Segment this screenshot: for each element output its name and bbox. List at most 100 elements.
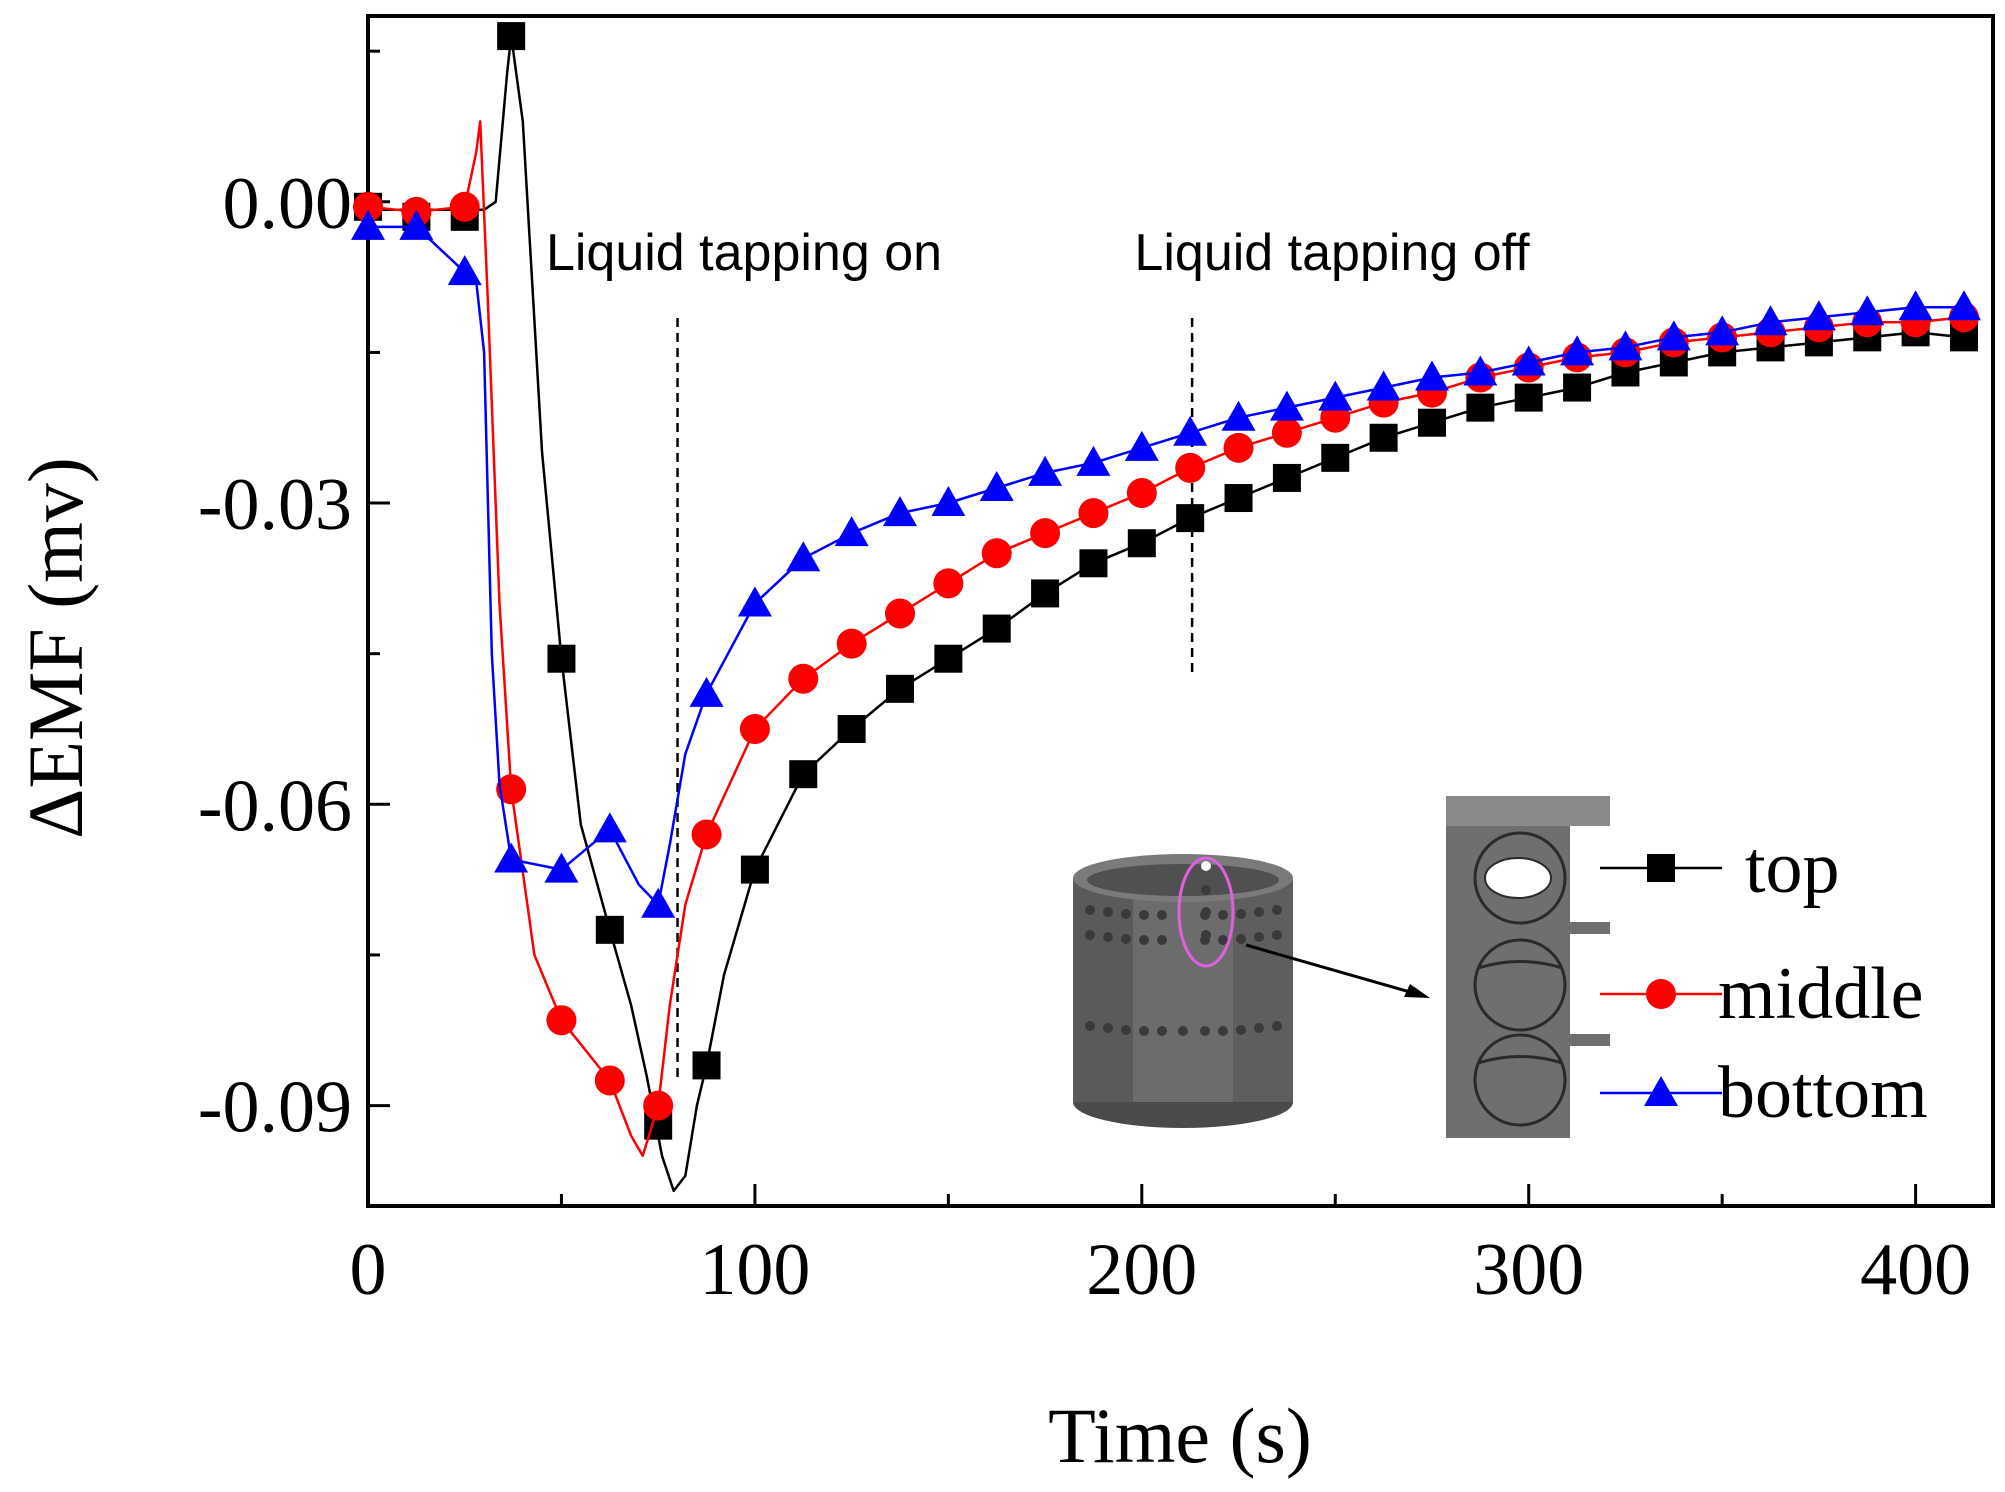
data-point-middle xyxy=(1175,452,1206,483)
data-point-top xyxy=(1466,393,1495,422)
data-point-middle xyxy=(836,628,867,659)
data-point-bottom xyxy=(1414,360,1449,391)
data-point-top xyxy=(740,855,769,884)
data-point-bottom xyxy=(786,541,821,572)
y-axis-label: ΔEMF (mv) xyxy=(12,457,99,839)
legend-marker-middle xyxy=(1646,979,1676,1009)
data-point-bottom xyxy=(641,887,676,918)
data-point-top xyxy=(1224,484,1253,513)
data-point-bottom xyxy=(1946,290,1981,321)
data-point-top xyxy=(1514,383,1543,412)
data-point-bottom xyxy=(882,496,917,527)
data-point-bottom xyxy=(1656,320,1691,351)
data-point-top xyxy=(1031,579,1060,608)
x-tick-label: 300 xyxy=(1473,1229,1584,1311)
data-point-middle xyxy=(1126,478,1157,509)
data-point-bottom xyxy=(1366,370,1401,401)
data-point-bottom xyxy=(1608,330,1643,361)
data-point-middle xyxy=(981,538,1012,569)
annotations: Liquid tapping on Liquid tapping off xyxy=(546,224,1530,1080)
data-point-middle xyxy=(884,598,915,629)
data-point-bottom xyxy=(1076,445,1111,476)
data-point-top xyxy=(1079,549,1108,578)
data-point-bottom xyxy=(737,586,772,617)
data-point-bottom xyxy=(834,516,869,547)
data-point-top xyxy=(885,674,914,703)
legend-label-top: top xyxy=(1745,827,1840,909)
data-point-middle xyxy=(1030,518,1061,549)
data-point-bottom xyxy=(544,852,579,883)
x-tick-label: 200 xyxy=(1086,1229,1197,1311)
x-tick-label: 0 xyxy=(350,1229,387,1311)
data-point-top xyxy=(1127,529,1156,558)
data-point-middle xyxy=(546,1005,577,1036)
y-tick-label: -0.09 xyxy=(198,1067,352,1149)
data-point-top xyxy=(595,915,624,944)
data-point-middle xyxy=(643,1090,674,1121)
x-tick-label: 400 xyxy=(1860,1229,1971,1311)
x-tick-label: 100 xyxy=(699,1229,810,1311)
data-point-top xyxy=(1563,373,1592,402)
perforated-cylinder-icon xyxy=(1073,854,1430,1128)
legend-marker-top xyxy=(1647,854,1675,882)
data-point-bottom xyxy=(931,486,966,517)
data-point-top xyxy=(1272,463,1301,492)
data-point-bottom xyxy=(351,209,385,240)
data-point-bottom xyxy=(689,676,724,707)
data-point-middle xyxy=(933,568,964,599)
data-point-top xyxy=(837,714,866,743)
x-axis-label: Time (s) xyxy=(1048,1392,1312,1479)
data-point-top xyxy=(934,644,963,673)
y-tick-label: -0.03 xyxy=(198,464,352,546)
legend-item-middle: middle xyxy=(1600,953,1924,1035)
data-point-bottom xyxy=(494,842,529,873)
data-point-top xyxy=(547,644,576,673)
data-point-bottom xyxy=(979,470,1014,501)
data-point-top xyxy=(1369,423,1398,452)
data-point-bottom xyxy=(447,255,482,286)
data-point-top xyxy=(1176,504,1205,533)
legend-label-middle: middle xyxy=(1718,953,1924,1035)
data-point-bottom xyxy=(1028,455,1063,486)
data-point-bottom xyxy=(1124,430,1159,461)
data-point-top xyxy=(497,22,526,51)
data-point-bottom xyxy=(1898,290,1933,321)
axis-tick-labels: 0 100 200 300 400 0.00 -0.03 -0.06 -0.09 xyxy=(198,163,1971,1311)
axis-ticks xyxy=(366,49,1918,1206)
plot-frame xyxy=(366,14,1995,1208)
data-point-top xyxy=(982,614,1011,643)
data-point-bottom xyxy=(1463,355,1498,386)
series-bottom xyxy=(351,209,1981,918)
data-point-middle xyxy=(739,713,770,744)
data-point-middle xyxy=(594,1065,625,1096)
data-point-middle xyxy=(1271,417,1302,448)
legend-marker-bottom xyxy=(1644,1076,1678,1106)
data-point-bottom xyxy=(1318,380,1353,411)
data-point-bottom xyxy=(592,812,627,843)
data-point-middle xyxy=(1078,498,1109,529)
annotation-label-off: Liquid tapping off xyxy=(1134,224,1530,282)
data-point-middle xyxy=(788,663,819,694)
legend: top middle bottom xyxy=(1600,827,1928,1134)
data-point-bottom xyxy=(1753,305,1788,336)
data-point-bottom xyxy=(1801,300,1836,331)
data-point-middle xyxy=(353,191,383,222)
data-point-middle xyxy=(691,819,722,850)
legend-label-bottom: bottom xyxy=(1718,1052,1928,1134)
legend-item-bottom: bottom xyxy=(1600,1052,1928,1134)
data-point-top xyxy=(692,1051,721,1080)
y-tick-label: -0.06 xyxy=(198,765,352,847)
annotation-label-on: Liquid tapping on xyxy=(546,224,942,282)
data-point-top xyxy=(1417,408,1446,437)
data-point-top xyxy=(789,760,818,789)
data-point-bottom xyxy=(1850,295,1885,326)
data-point-bottom xyxy=(1560,335,1595,366)
y-tick-label: 0.00 xyxy=(223,163,353,245)
data-point-top xyxy=(1321,443,1350,472)
data-point-bottom xyxy=(1269,390,1304,421)
data-point-bottom xyxy=(1173,415,1208,446)
data-point-bottom xyxy=(399,209,434,240)
series-layer xyxy=(351,22,1981,1193)
data-point-middle xyxy=(449,191,480,222)
